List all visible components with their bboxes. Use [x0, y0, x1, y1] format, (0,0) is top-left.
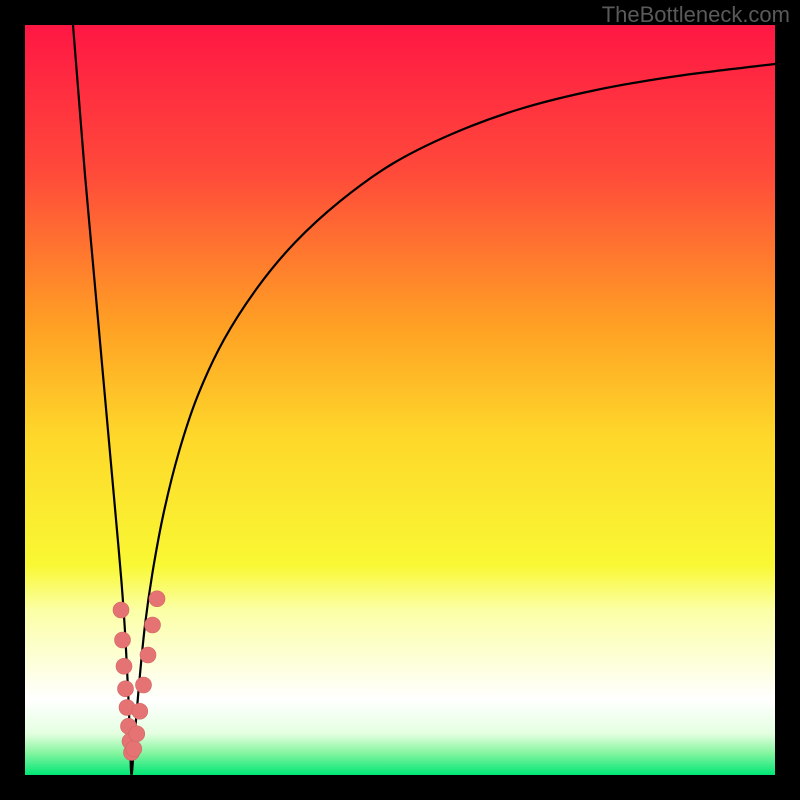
data-marker [118, 681, 134, 697]
watermark-label: TheBottleneck.com [602, 2, 790, 28]
data-marker [113, 602, 129, 618]
data-marker [129, 726, 145, 742]
bottleneck-curve-chart [0, 0, 800, 800]
data-marker [132, 703, 148, 719]
data-marker [145, 617, 161, 633]
data-marker [115, 632, 131, 648]
chart-frame: TheBottleneck.com [0, 0, 800, 800]
chart-background [25, 25, 775, 775]
data-marker [126, 741, 142, 757]
data-marker [136, 677, 152, 693]
data-marker [140, 647, 156, 663]
data-marker [149, 591, 165, 607]
data-marker [116, 658, 132, 674]
